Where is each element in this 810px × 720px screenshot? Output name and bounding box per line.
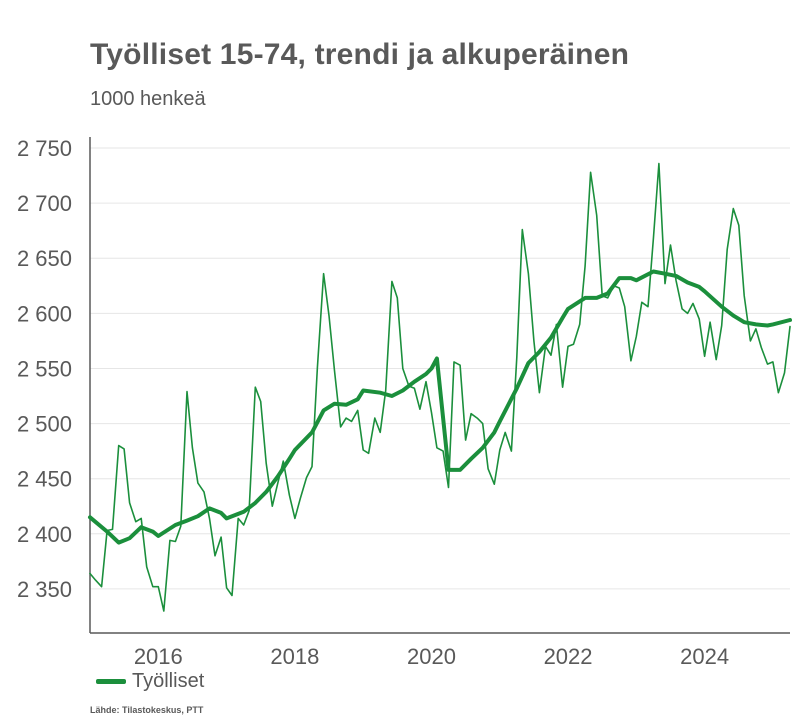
legend-label-tyolliset: Työlliset (132, 670, 205, 692)
gridlines (90, 147, 790, 590)
x-tick-label: 2022 (544, 644, 593, 669)
source-note: Lähde: Tilastokeskus, PTT (90, 705, 204, 715)
y-tick-label: 2 700 (17, 191, 72, 216)
y-tick-label: 2 400 (17, 522, 72, 547)
x-axis: 2016 2018 2020 2022 2024 (90, 632, 790, 669)
x-tick-label: 2020 (407, 644, 456, 669)
y-tick-label: 2 600 (17, 301, 72, 326)
y-tick-label: 2 550 (17, 356, 72, 381)
legend: Työlliset (96, 670, 204, 693)
y-tick-label: 2 650 (17, 246, 72, 271)
x-tick-label: 2018 (270, 644, 319, 669)
y-axis: 2 350 2 400 2 450 2 500 2 550 2 600 2 650 2 700… (17, 136, 91, 633)
series-line-trend (88, 269, 792, 545)
y-tick-label: 2 350 (17, 577, 72, 602)
chart-title: Työlliset 15-74, trendi ja alkuperäinen (90, 38, 630, 71)
x-tick-label: 2016 (134, 644, 183, 669)
y-tick-label: 2 450 (17, 467, 72, 492)
chart-subtitle: 1000 henkeä (90, 88, 206, 110)
y-tick-label: 2 500 (17, 412, 72, 437)
y-tick-label: 2 750 (17, 136, 72, 161)
x-tick-label: 2024 (680, 644, 729, 669)
series-line-original (89, 162, 791, 612)
legend-swatch (96, 679, 126, 684)
series-lines (88, 162, 792, 612)
